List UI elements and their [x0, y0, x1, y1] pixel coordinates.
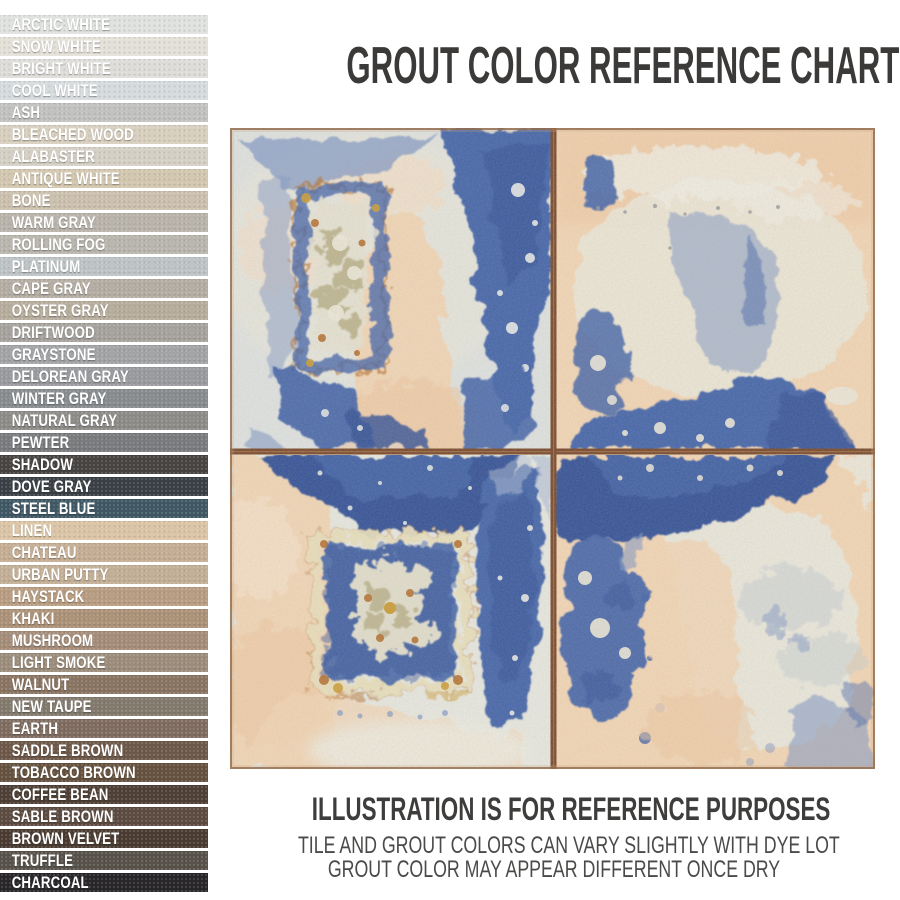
tile-illustration	[230, 128, 875, 769]
disclaimer-line-2: GROUT COLOR MAY APPEAR DIFFERENT ONCE DR…	[327, 856, 781, 884]
grout-color-name: COFFEE BEAN	[11, 785, 109, 804]
grout-color-name: CAPE GRAY	[11, 279, 91, 298]
grout-color-name: DELOREAN GRAY	[11, 367, 129, 386]
grout-color-swatch: DELOREAN GRAY	[0, 367, 208, 386]
grout-color-swatch: ALABASTER	[0, 147, 208, 166]
grout-color-swatch: NEW TAUPE	[0, 697, 208, 716]
grout-color-swatch: COFFEE BEAN	[0, 785, 208, 804]
grout-color-swatch: ANTIQUE WHITE	[0, 169, 208, 188]
grout-color-name: ANTIQUE WHITE	[11, 169, 120, 188]
grout-color-name: ALABASTER	[11, 147, 95, 166]
grout-color-name: ASH	[11, 103, 41, 122]
grout-color-name: HAYSTACK	[11, 587, 85, 606]
grout-color-swatch-list: ARCTIC WHITE SNOW WHITE BRIGHT WHITE COO…	[0, 15, 208, 895]
grout-color-name: WALNUT	[11, 675, 70, 694]
grout-color-swatch: NATURAL GRAY	[0, 411, 208, 430]
grout-color-name: SADDLE BROWN	[11, 741, 124, 760]
grout-color-swatch: DOVE GRAY	[0, 477, 208, 496]
grout-color-swatch: BROWN VELVET	[0, 829, 208, 848]
page-title: GROUT COLOR REFERENCE CHART	[346, 37, 900, 95]
grout-color-name: BRIGHT WHITE	[11, 59, 111, 78]
grout-color-swatch: PEWTER	[0, 433, 208, 452]
grout-color-name: TOBACCO BROWN	[11, 763, 136, 782]
tile-photo	[230, 128, 875, 769]
grout-color-swatch: LIGHT SMOKE	[0, 653, 208, 672]
grout-color-name: KHAKI	[11, 609, 55, 628]
grout-color-swatch: LINEN	[0, 521, 208, 540]
grout-color-swatch: BLEACHED WOOD	[0, 125, 208, 144]
grout-color-name: NATURAL GRAY	[11, 411, 118, 430]
grout-color-name: BONE	[11, 191, 51, 210]
grout-color-name: COOL WHITE	[11, 81, 98, 100]
grout-color-swatch: HAYSTACK	[0, 587, 208, 606]
grout-color-name: SHADOW	[11, 455, 74, 474]
grout-color-swatch: KHAKI	[0, 609, 208, 628]
grout-color-swatch: CHATEAU	[0, 543, 208, 562]
grout-color-name: WINTER GRAY	[11, 389, 107, 408]
grout-color-name: OYSTER GRAY	[11, 301, 109, 320]
grout-color-swatch: DRIFTWOOD	[0, 323, 208, 342]
grout-color-swatch: WINTER GRAY	[0, 389, 208, 408]
grout-color-swatch: WALNUT	[0, 675, 208, 694]
grout-color-name: BROWN VELVET	[11, 829, 120, 848]
content-area: GROUT COLOR REFERENCE CHART	[208, 0, 900, 900]
disclaimer-line-1: TILE AND GROUT COLORS CAN VARY SLIGHTLY …	[297, 832, 840, 860]
grout-color-name: CHATEAU	[11, 543, 77, 562]
grout-color-swatch: ASH	[0, 103, 208, 122]
grout-color-name: ARCTIC WHITE	[11, 15, 111, 34]
grout-color-swatch: ARCTIC WHITE	[0, 15, 208, 34]
grout-color-name: STEEL BLUE	[11, 499, 96, 518]
grout-color-swatch: SNOW WHITE	[0, 37, 208, 56]
grout-color-name: EARTH	[11, 719, 59, 738]
grout-color-swatch: BRIGHT WHITE	[0, 59, 208, 78]
grout-color-name: SABLE BROWN	[11, 807, 114, 826]
grout-color-name: WARM GRAY	[11, 213, 96, 232]
grout-color-name: MUSHROOM	[11, 631, 94, 650]
grout-color-swatch: OYSTER GRAY	[0, 301, 208, 320]
grout-color-swatch: SHADOW	[0, 455, 208, 474]
grout-color-swatch: EARTH	[0, 719, 208, 738]
grout-color-name: URBAN PUTTY	[11, 565, 109, 584]
grout-color-name: DOVE GRAY	[11, 477, 92, 496]
grout-color-swatch: CHARCOAL	[0, 873, 208, 892]
grout-color-swatch: CAPE GRAY	[0, 279, 208, 298]
grout-color-name: ROLLING FOG	[11, 235, 106, 254]
grout-color-name: NEW TAUPE	[11, 697, 92, 716]
grout-color-swatch: ROLLING FOG	[0, 235, 208, 254]
grout-color-name: BLEACHED WOOD	[11, 125, 134, 144]
grout-color-name: PLATINUM	[11, 257, 81, 276]
disclaimer: ILLUSTRATION IS FOR REFERENCE PURPOSES T…	[208, 791, 900, 884]
grout-color-swatch: MUSHROOM	[0, 631, 208, 650]
grout-color-name: GRAYSTONE	[11, 345, 96, 364]
grout-color-name: LIGHT SMOKE	[11, 653, 106, 672]
grout-color-swatch: SABLE BROWN	[0, 807, 208, 826]
grout-color-name: DRIFTWOOD	[11, 323, 95, 342]
disclaimer-heading: ILLUSTRATION IS FOR REFERENCE PURPOSES	[311, 791, 831, 827]
grout-color-swatch: STEEL BLUE	[0, 499, 208, 518]
grout-color-name: PEWTER	[11, 433, 70, 452]
grout-color-swatch: GRAYSTONE	[0, 345, 208, 364]
grout-color-swatch: TRUFFLE	[0, 851, 208, 870]
grout-color-name: CHARCOAL	[11, 873, 89, 892]
grout-color-swatch: SADDLE BROWN	[0, 741, 208, 760]
grout-color-name: LINEN	[11, 521, 53, 540]
grout-color-swatch: TOBACCO BROWN	[0, 763, 208, 782]
grout-color-swatch: URBAN PUTTY	[0, 565, 208, 584]
grout-color-swatch: BONE	[0, 191, 208, 210]
grout-color-name: TRUFFLE	[11, 851, 74, 870]
grout-color-swatch: WARM GRAY	[0, 213, 208, 232]
grout-color-swatch: PLATINUM	[0, 257, 208, 276]
grout-color-swatch: COOL WHITE	[0, 81, 208, 100]
grout-color-name: SNOW WHITE	[11, 37, 101, 56]
